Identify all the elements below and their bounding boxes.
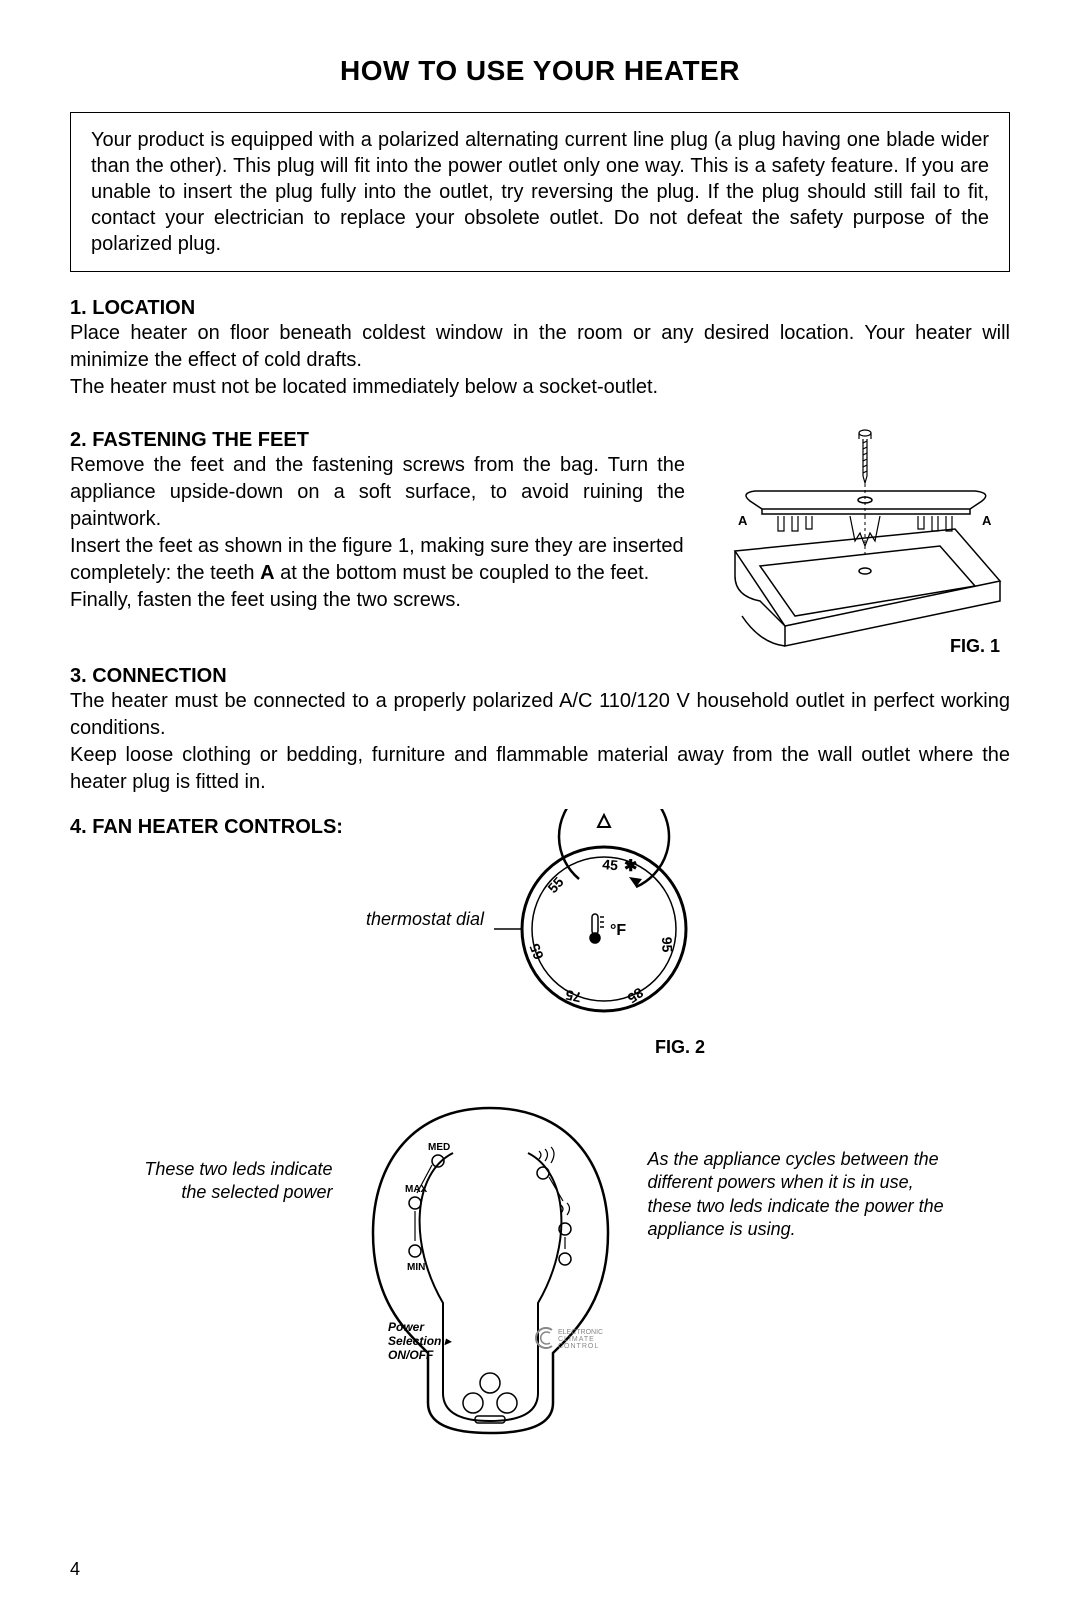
section-2-p2: Insert the feet as shown in the figure 1…: [70, 533, 685, 614]
svg-text:✱: ✱: [624, 858, 637, 875]
section-2-row: 2. FASTENING THE FEET Remove the feet an…: [70, 421, 1010, 657]
svg-text:MED: MED: [428, 1142, 450, 1153]
svg-text:CONTROL: CONTROL: [558, 1343, 599, 1350]
svg-text:95: 95: [659, 937, 676, 953]
svg-text:°F: °F: [610, 922, 626, 939]
page-number: 4: [70, 1559, 80, 1580]
section-2-p1: Remove the feet and the fastening screws…: [70, 452, 685, 533]
section-1: 1. LOCATION Place heater on floor beneat…: [70, 297, 1010, 401]
section-3-p2: Keep loose clothing or bedding, furnitur…: [70, 742, 1010, 796]
svg-text:Power: Power: [388, 1320, 425, 1334]
fig1-label-a-left: A: [738, 513, 748, 528]
figure-1-svg: A A: [700, 421, 1010, 671]
svg-text:MIN: MIN: [407, 1262, 425, 1273]
thermostat-row: thermostat dial °F 45 ✱ 55 65 75 85: [70, 809, 1010, 1029]
left-leds-note: These two leds indicate the selected pow…: [133, 1158, 333, 1205]
svg-text:CLIMATE: CLIMATE: [558, 1336, 595, 1343]
section-1-p2: The heater must not be located immediate…: [70, 374, 1010, 401]
section-1-heading: 1. LOCATION: [70, 297, 1010, 320]
s2-p2-bold: A: [260, 562, 274, 584]
right-leds-note: As the appliance cycles between the diff…: [648, 1148, 948, 1242]
svg-text:75: 75: [564, 987, 583, 1006]
polarized-plug-info-box: Your product is equipped with a polarize…: [70, 112, 1010, 272]
svg-text:45: 45: [602, 856, 619, 873]
section-4: 4. FAN HEATER CONTROLS: thermostat dial …: [70, 816, 1010, 1443]
svg-text:55: 55: [544, 874, 566, 896]
fig2-label: FIG. 2: [350, 1037, 1010, 1058]
control-panel-svg: MED MAX MIN Power Selection ▸ ON/OFF: [353, 1103, 628, 1443]
section-2-heading: 2. FASTENING THE FEET: [70, 429, 685, 452]
section-1-p1: Place heater on floor beneath coldest wi…: [70, 320, 1010, 374]
page-title: HOW TO USE YOUR HEATER: [70, 55, 1010, 87]
figure-1: A A FIG. 1: [700, 421, 1010, 657]
control-panel-row: These two leds indicate the selected pow…: [70, 1103, 1010, 1443]
svg-text:Selection ▸: Selection ▸: [388, 1334, 453, 1348]
svg-text:85: 85: [624, 985, 646, 1007]
section-3: 3. CONNECTION The heater must be connect…: [70, 665, 1010, 796]
fig1-label-a-right: A: [982, 513, 992, 528]
svg-text:MAX: MAX: [405, 1184, 428, 1195]
thermostat-dial-svg: °F 45 ✱ 55 65 75 85 95: [494, 809, 714, 1029]
section-3-p1: The heater must be connected to a proper…: [70, 688, 1010, 742]
thermostat-dial-label: thermostat dial: [366, 909, 494, 930]
svg-text:ELECTRONIC: ELECTRONIC: [558, 1329, 603, 1336]
svg-text:ON/OFF: ON/OFF: [388, 1348, 434, 1362]
